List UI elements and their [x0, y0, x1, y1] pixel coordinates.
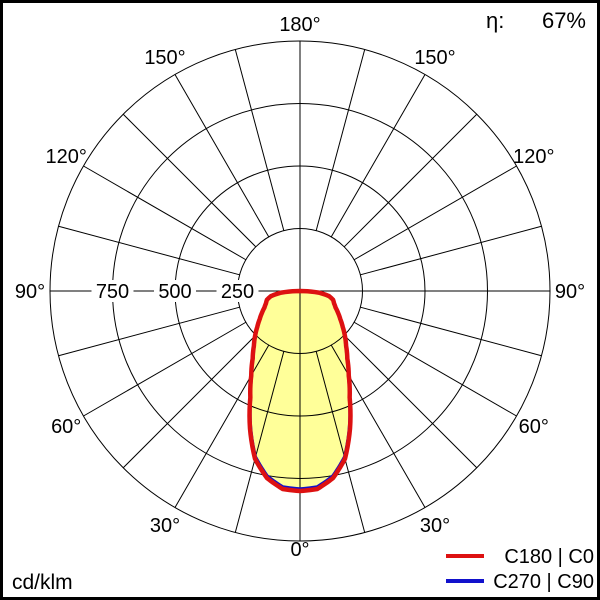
angle-label-120: 120° [46, 146, 87, 168]
angle-label-0: 0° [290, 539, 309, 561]
angle-label-30: 30° [420, 515, 450, 537]
legend: C180 | C0 C270 | C90 [446, 546, 594, 593]
radial-tick-label: 500 [158, 281, 191, 303]
radial-tick-mask [154, 280, 196, 302]
radial-tick-mask [91, 280, 134, 302]
angle-label-150: 150° [414, 47, 455, 69]
grid-spoke [234, 49, 285, 231]
grid-spoke [330, 74, 426, 238]
efficiency-value: 67% [542, 8, 586, 33]
curve-c180-c0 [247, 288, 353, 494]
grid-spoke [360, 306, 542, 357]
grid-spoke [343, 113, 478, 248]
grid-spoke [343, 334, 478, 469]
grid-spoke [122, 113, 257, 248]
grid-spoke [58, 225, 240, 276]
angle-label-180: 180° [279, 14, 320, 36]
grid-spoke [315, 49, 366, 231]
angle-label-60: 60° [519, 416, 549, 438]
legend-label-c90: C270 | C90 [493, 571, 594, 593]
grid-spoke [353, 165, 517, 261]
angle-label-90: 90° [15, 281, 45, 303]
angle-label-90: 90° [555, 281, 585, 303]
efficiency-label: η: [486, 8, 504, 33]
grid-spoke [360, 225, 542, 276]
grid-spoke [315, 351, 366, 533]
polar-grid-layer [49, 40, 551, 542]
grid-spoke [353, 321, 517, 417]
grid-spoke [174, 74, 270, 238]
radial-tick-label: 250 [221, 281, 254, 303]
radial-tick-layer: 250 500 750 [91, 280, 259, 303]
intensity-curve-layer [247, 288, 353, 494]
radial-tick-label: 750 [96, 281, 129, 303]
angle-label-120: 120° [513, 146, 554, 168]
grid-spoke [83, 165, 247, 261]
grid-spoke [234, 351, 285, 533]
grid-spoke [122, 334, 257, 469]
radial-tick-mask [216, 280, 259, 302]
unit-label: cd/klm [12, 571, 73, 594]
angle-label-150: 150° [144, 47, 185, 69]
grid-spoke [83, 321, 247, 417]
grid-spoke [58, 306, 240, 357]
legend-label-c0: C180 | C0 [504, 546, 594, 568]
angle-label-60: 60° [51, 416, 81, 438]
angle-label-30: 30° [150, 515, 180, 537]
angle-label-layer: 0° 30° 30° 60° 60° 90° 90° 120° 120° 150° 150° 180° [15, 14, 585, 561]
